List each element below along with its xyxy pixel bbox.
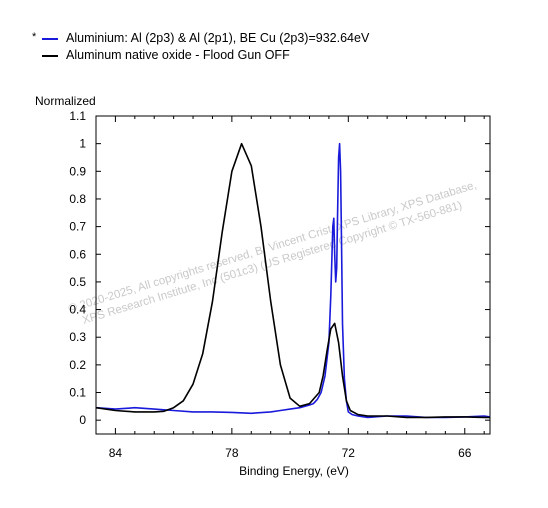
x-axis-label: Binding Energy, (eV): [239, 464, 349, 478]
legend-label-aluminium: Aluminium: Al (2p3) & Al (2p1), BE Cu (2…: [66, 31, 370, 45]
y-tick-label: 0.3: [69, 330, 86, 344]
watermark-line1: © 2020-2025, All copyrights reserved, B.…: [67, 179, 478, 315]
legend-swatch-black: [42, 55, 58, 57]
watermark: © 2020-2025, All copyrights reserved, B.…: [67, 179, 478, 326]
legend-label-native-oxide: Aluminum native oxide - Flood Gun OFF: [66, 48, 290, 62]
y-tick-label: 1.1: [69, 109, 86, 123]
x-tick-label: 72: [342, 446, 356, 460]
y-tick-label: 1: [79, 137, 86, 151]
x-tick-label: 66: [458, 446, 472, 460]
x-tick-label: 84: [109, 446, 123, 460]
y-tick-label: 0.1: [69, 386, 86, 400]
y-tick-label: 0.8: [69, 192, 86, 206]
y-tick-label: 0.5: [69, 275, 86, 289]
plot-frame: [95, 115, 491, 435]
y-tick-label: 0: [79, 413, 86, 427]
x-tick-label: 78: [225, 446, 239, 460]
legend-marker: *: [32, 31, 37, 43]
y-tick-label: 0.7: [69, 220, 86, 234]
y-tick-label: 0.6: [69, 247, 86, 261]
y-tick-label: 0.4: [69, 303, 86, 317]
legend-swatch-blue: [42, 38, 58, 40]
y-tick-label: 0.2: [69, 358, 86, 372]
series-line-native-oxide: [95, 142, 490, 419]
series-line-aluminium: [95, 142, 491, 419]
y-tick-label: 0.9: [69, 164, 86, 178]
y-axis-label: Normalized: [35, 94, 96, 108]
